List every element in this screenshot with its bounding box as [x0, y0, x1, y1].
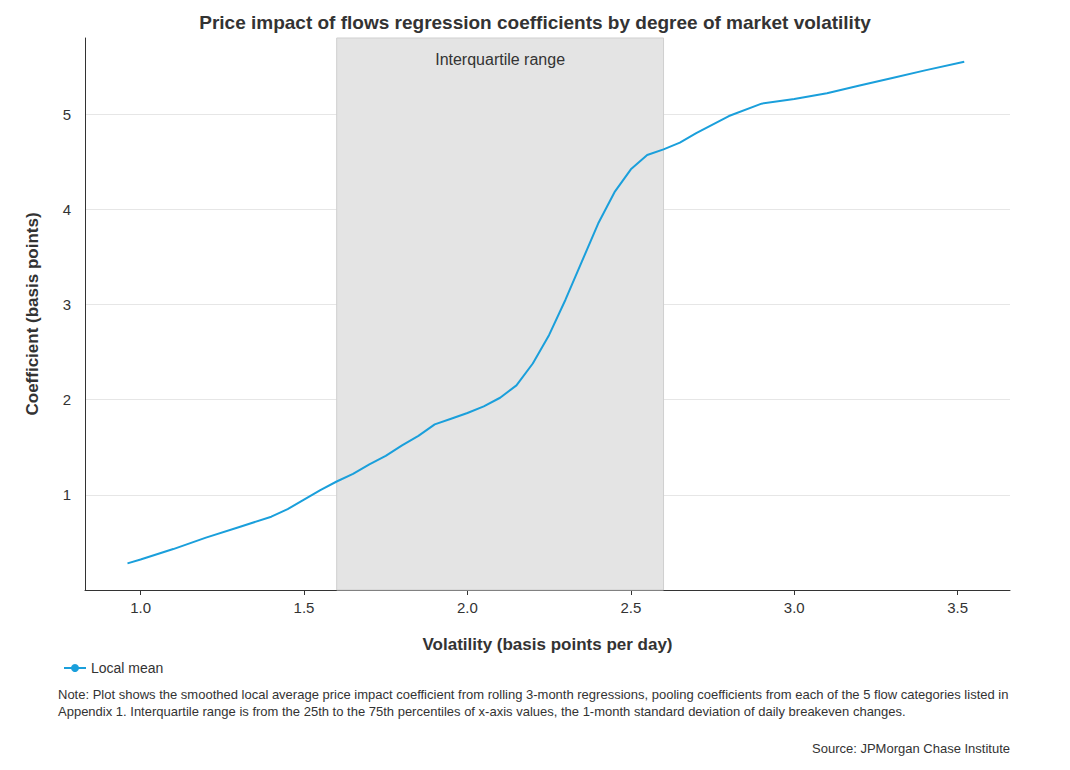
svg-text:2.0: 2.0 [457, 599, 478, 616]
svg-text:Local mean: Local mean [91, 660, 163, 676]
svg-text:1.5: 1.5 [294, 599, 315, 616]
svg-text:Price impact of flows regressi: Price impact of flows regression coeffic… [199, 12, 871, 33]
svg-text:Appendix 1. Interquartile rang: Appendix 1. Interquartile range is from … [58, 704, 906, 719]
svg-text:3: 3 [63, 296, 71, 313]
svg-text:2.5: 2.5 [620, 599, 641, 616]
svg-text:1: 1 [63, 486, 71, 503]
svg-text:Note: Plot shows the smoothed: Note: Plot shows the smoothed local aver… [58, 687, 1012, 702]
svg-text:4: 4 [63, 201, 71, 218]
svg-text:2: 2 [63, 391, 71, 408]
svg-text:Interquartile range: Interquartile range [435, 51, 565, 68]
svg-text:Volatility (basis points per d: Volatility (basis points per day) [422, 635, 672, 654]
svg-text:3.5: 3.5 [947, 599, 968, 616]
svg-text:Source: JPMorgan Chase Institu: Source: JPMorgan Chase Institute [812, 741, 1010, 756]
svg-text:1.0: 1.0 [130, 599, 151, 616]
svg-text:3.0: 3.0 [784, 599, 805, 616]
svg-text:Coefficient (basis points): Coefficient (basis points) [23, 212, 42, 415]
svg-text:5: 5 [63, 106, 71, 123]
